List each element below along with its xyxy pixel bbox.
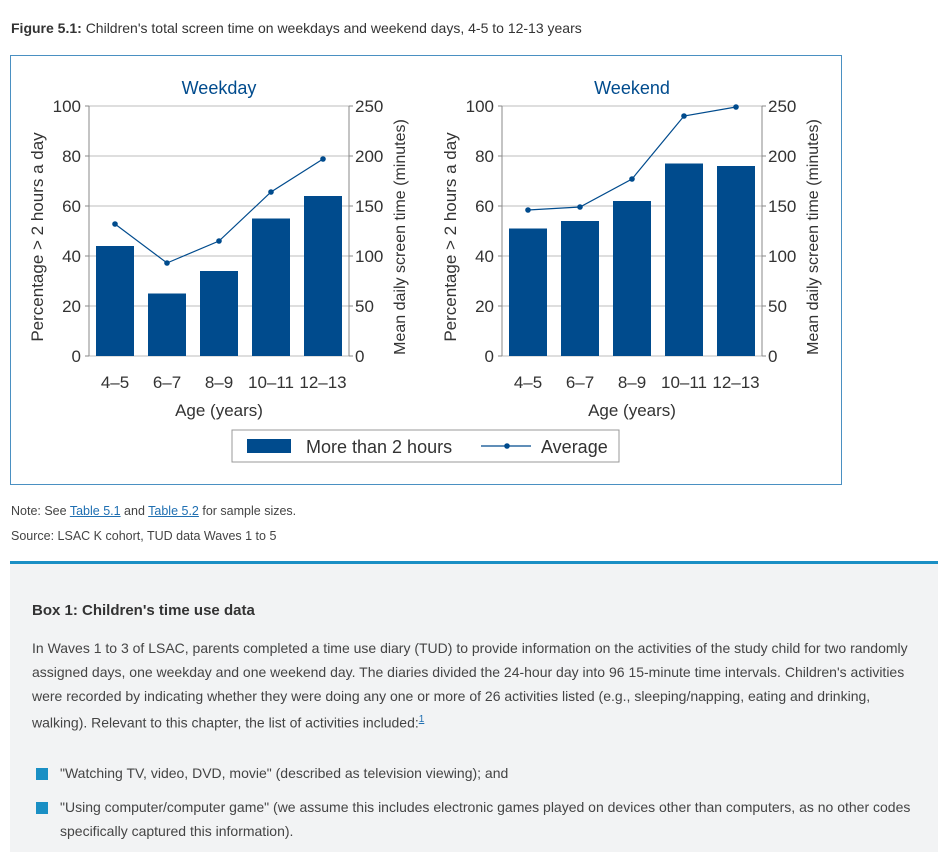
line-point [525,207,531,213]
x-tick-label: 6–7 [566,373,594,392]
list-item: "Using computer/computer game" (we assum… [32,795,912,843]
bar [613,201,651,356]
line-point [320,156,326,162]
note-suffix: for sample sizes. [198,504,297,518]
y-tick-label: 60 [475,197,494,216]
line-point [733,104,739,110]
y2-tick-label: 50 [355,297,374,316]
list-item: "Watching TV, video, DVD, movie" (descri… [32,761,912,785]
y-tick-label: 80 [475,147,494,166]
y-tick-label: 100 [466,97,494,116]
line-point [577,204,583,210]
line-point [681,113,687,119]
series-line [527,106,737,211]
x-tick-label: 6–7 [153,373,181,392]
y2-tick-label: 250 [768,97,796,116]
box-title: Box 1: Children's time use data [32,602,255,619]
y2-tick-label: 0 [355,347,364,366]
panel-title: Weekday [182,78,257,98]
y-tick-label: 0 [72,347,81,366]
legend-line-label: Average [541,437,608,457]
panel-title: Weekend [594,78,670,98]
x-tick-label: 10–11 [248,373,294,392]
figure-label: Figure 5.1: [11,20,82,36]
box-paragraph: In Waves 1 to 3 of LSAC, parents complet… [32,636,912,735]
y2-tick-label: 50 [768,297,787,316]
series-line [114,158,324,264]
legend-line-marker [504,443,510,449]
bar [665,163,703,356]
y2-tick-label: 150 [768,197,796,216]
source-text: Source: LSAC K cohort, TUD data Waves 1 … [11,529,277,543]
y-tick-label: 20 [62,297,81,316]
y-tick-label: 100 [53,97,81,116]
y-tick-label: 40 [62,247,81,266]
x-axis-label: Age (years) [175,401,263,420]
list-item-text: "Watching TV, video, DVD, movie" (descri… [60,765,509,781]
y-tick-label: 20 [475,297,494,316]
box-paragraph-text: In Waves 1 to 3 of LSAC, parents complet… [32,640,908,731]
y-tick-label: 0 [485,347,494,366]
y2-tick-label: 150 [355,197,383,216]
y-axis-label: Percentage > 2 hours a day [28,132,47,342]
note-and: and [120,504,149,518]
line-point [216,238,222,244]
x-tick-label: 12–13 [712,373,759,392]
list-item-text: "Using computer/computer game" (we assum… [60,799,911,839]
bar [509,228,547,356]
note-text: Note: See Table 5.1 and Table 5.2 for sa… [11,504,296,518]
line-point [629,176,635,182]
bar [200,271,238,356]
table-5-1-link[interactable]: Table 5.1 [69,504,121,518]
footnote-link[interactable]: 1 [418,714,425,725]
y2-tick-label: 100 [768,247,796,266]
y2-tick-label: 0 [768,347,777,366]
y-tick-label: 80 [62,147,81,166]
legend-box [231,429,620,463]
note-prefix: Note: See [11,504,70,518]
legend-bar-swatch [247,439,291,453]
line-point [268,189,274,195]
line-point [112,221,118,227]
bar [148,293,186,356]
bar [717,166,755,356]
x-tick-label: 10–11 [661,373,707,392]
y2-axis-label: Mean daily screen time (minutes) [392,119,409,355]
bar [252,218,290,356]
y2-tick-label: 200 [768,147,796,166]
bar [304,196,342,356]
x-tick-label: 8–9 [205,373,233,392]
y-tick-label: 40 [475,247,494,266]
bar [561,221,599,356]
square-bullet-icon [36,768,48,780]
figure-frame: 0 20 40 60 80 100 0 50 100 150 200 250 4–5 6–7 8–9 10–1… [10,55,842,485]
x-axis-label: Age (years) [588,401,676,420]
bar [96,246,134,356]
x-tick-label: 12–13 [299,373,346,392]
y2-tick-label: 250 [355,97,383,116]
y2-axis-label: Mean daily screen time (minutes) [805,119,822,355]
line-point [164,260,170,266]
y2-tick-label: 200 [355,147,383,166]
y2-tick-label: 100 [355,247,383,266]
box-time-use: Box 1: Children's time use data In Waves… [10,561,938,852]
x-tick-label: 4–5 [514,373,542,392]
y-tick-label: 60 [62,197,81,216]
legend-bar-label: More than 2 hours [306,437,452,457]
table-5-2-link[interactable]: Table 5.2 [148,504,199,518]
y-axis-label: Percentage > 2 hours a day [441,132,460,342]
square-bullet-icon [36,802,48,814]
figure-title-text: Children's total screen time on weekdays… [85,20,582,36]
x-tick-label: 8–9 [618,373,646,392]
figure-title: Figure 5.1: Children's total screen time… [11,20,582,36]
x-tick-label: 4–5 [101,373,129,392]
